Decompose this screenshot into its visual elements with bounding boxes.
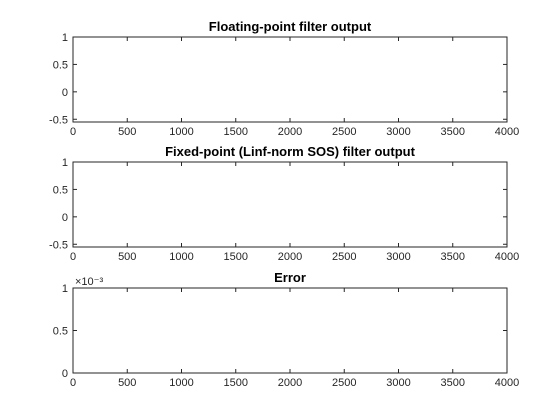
chart-title: Fixed-point (Linf-norm SOS) filter outpu… — [165, 144, 416, 159]
x-tick-label: 3000 — [386, 251, 410, 263]
y-tick-label: 0 — [62, 212, 68, 224]
y-tick-label: -0.5 — [49, 239, 68, 251]
x-tick-label: 3500 — [441, 377, 465, 389]
x-tick-label: 2500 — [332, 251, 356, 263]
y-tick-label: 0.5 — [53, 59, 68, 71]
x-tick-label: 1000 — [169, 377, 193, 389]
x-tick-label: 4000 — [495, 126, 519, 138]
y-tick-label: 1 — [62, 283, 68, 295]
chart-title: Error — [274, 270, 306, 285]
chart-title: Floating-point filter output — [209, 19, 372, 34]
axes-box — [72, 161, 508, 248]
x-tick-label: 2000 — [278, 251, 302, 263]
y-tick-label: -0.5 — [49, 114, 68, 126]
x-tick-label: 3000 — [386, 126, 410, 138]
x-tick-label: 4000 — [495, 377, 519, 389]
y-tick-label: 1 — [62, 32, 68, 44]
x-tick-label: 2000 — [278, 126, 302, 138]
y-tick-label: 0.5 — [53, 326, 68, 338]
x-tick-label: 2500 — [332, 377, 356, 389]
x-tick-label: 1500 — [224, 251, 248, 263]
x-tick-label: 2000 — [278, 377, 302, 389]
y-tick-label: 0 — [62, 87, 68, 99]
x-tick-label: 3000 — [386, 377, 410, 389]
axes-box — [72, 36, 508, 123]
x-tick-label: 2500 — [332, 126, 356, 138]
chart-panel-2: 0 500 1000 1500 2000 2500 3000 3500 4000-0.500.5… — [49, 144, 519, 263]
y-exponent-label: ×10⁻³ — [75, 276, 103, 288]
y-tick-label: 1 — [62, 157, 68, 169]
x-tick-label: 0 — [70, 251, 76, 263]
x-tick-label: 1500 — [224, 126, 248, 138]
x-tick-label: 3500 — [441, 251, 465, 263]
x-tick-label: 0 — [70, 126, 76, 138]
x-tick-label: 4000 — [495, 251, 519, 263]
chart-panel-1: 0 500 1000 1500 2000 2500 3000 3500 4000-0.500.5… — [49, 19, 519, 138]
x-tick-label: 1000 — [169, 126, 193, 138]
x-tick-label: 500 — [118, 377, 136, 389]
x-tick-label: 0 — [70, 377, 76, 389]
x-tick-label: 500 — [118, 251, 136, 263]
x-tick-label: 1000 — [169, 251, 193, 263]
x-tick-label: 500 — [118, 126, 136, 138]
axes-box — [72, 287, 508, 374]
x-tick-label: 3500 — [441, 126, 465, 138]
chart-panel-3: 0 500 1000 1500 2000 2500 3000 3500 4000 0 0.5 1 ×10… — [53, 270, 520, 389]
y-tick-label: 0.5 — [53, 184, 68, 196]
y-tick-label: 0 — [62, 368, 68, 380]
x-tick-label: 1500 — [224, 377, 248, 389]
